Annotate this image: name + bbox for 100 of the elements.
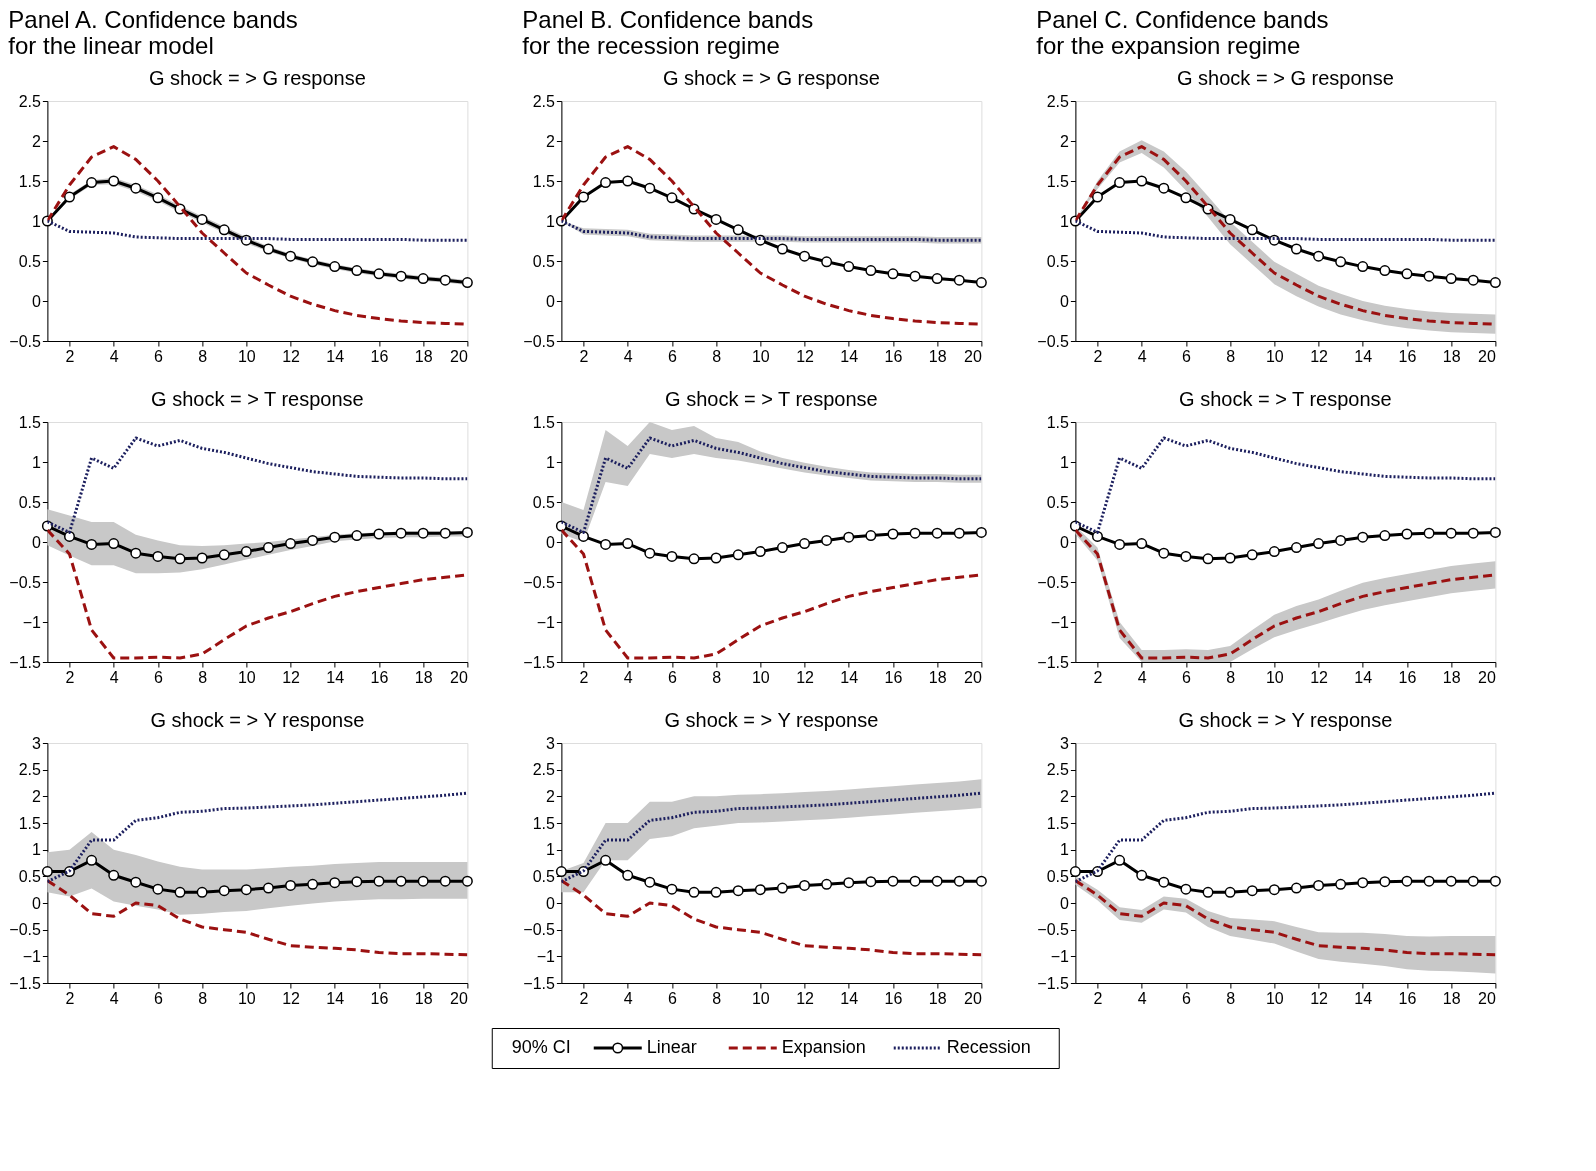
x-tick-label: 4 (1137, 347, 1147, 365)
x-tick-label: 16 (884, 668, 903, 686)
point (174, 553, 186, 565)
point (821, 256, 833, 268)
point (1313, 538, 1325, 550)
point (373, 875, 385, 887)
x-tick-label: 8 (198, 989, 208, 1007)
point (1290, 243, 1302, 255)
y-tick-label: 2.5 (1046, 92, 1069, 110)
point (395, 527, 407, 539)
y-tick-label: 1 (1059, 453, 1069, 471)
y-tick-label: −1 (1050, 947, 1069, 965)
point (909, 527, 921, 539)
x-tick-label: 8 (712, 668, 722, 686)
y-tick-label: −0.5 (1037, 573, 1069, 591)
y-tick-label: 1.5 (532, 172, 555, 190)
chart-subtitle: G shock = > G response (148, 67, 366, 89)
x-tick-label: 10 (1265, 347, 1284, 365)
point (351, 876, 363, 888)
y-tick-label: 1 (545, 841, 555, 859)
x-tick-label: 14 (840, 668, 859, 686)
point (1313, 879, 1325, 891)
point (666, 883, 678, 895)
point (329, 531, 341, 543)
point (1379, 876, 1391, 888)
x-tick-label: 20 (964, 989, 982, 1007)
x-tick-label: 14 (1354, 347, 1373, 365)
y-tick-label: −1 (22, 613, 41, 631)
x-tick-label: 6 (1181, 347, 1191, 365)
point (865, 530, 877, 542)
point (865, 265, 877, 277)
point (666, 192, 678, 204)
point (799, 879, 811, 891)
y-tick-label: 0.5 (532, 252, 555, 270)
y-tick-label: 0 (1059, 292, 1069, 310)
x-tick-label: 2 (579, 668, 589, 686)
x-tick-label: 12 (796, 347, 815, 365)
x-tick-label: 8 (198, 347, 208, 365)
x-tick-label: 14 (1354, 668, 1373, 686)
point (1379, 530, 1391, 542)
y-tick-label: 0 (31, 292, 41, 310)
y-tick-label: 1.5 (532, 413, 555, 431)
line-series (47, 879, 468, 957)
y-tick-label: 0.5 (532, 867, 555, 885)
x-tick-label: 16 (1398, 347, 1417, 365)
y-tick-label: 1.5 (532, 814, 555, 832)
y-tick-label: −0.5 (1037, 921, 1069, 939)
point (1246, 224, 1258, 236)
point (373, 268, 385, 280)
point (152, 550, 164, 562)
y-tick-label: 2 (545, 787, 555, 805)
point (1290, 542, 1302, 554)
point (1114, 177, 1126, 189)
y-tick-label: 0 (545, 894, 555, 912)
x-tick-label: 10 (751, 989, 770, 1007)
point (821, 534, 833, 546)
x-tick-label: 8 (1226, 668, 1236, 686)
x-tick-label: 18 (928, 347, 947, 365)
point (240, 546, 252, 558)
point (887, 875, 899, 887)
point (439, 274, 451, 286)
x-tick-label: 12 (282, 668, 301, 686)
y-tick-label: 1 (1059, 841, 1069, 859)
x-tick-label: 20 (450, 989, 468, 1007)
point (1136, 175, 1148, 187)
point (1335, 534, 1347, 546)
x-tick-label: 2 (579, 347, 589, 365)
y-tick-label: 0 (1059, 533, 1069, 551)
point (754, 546, 766, 558)
line-series (1075, 791, 1496, 884)
point (307, 534, 319, 546)
x-tick-label: 16 (884, 989, 903, 1007)
point (1423, 270, 1435, 282)
x-tick-label: 20 (450, 347, 468, 365)
y-tick-label: 2 (31, 787, 41, 805)
point (1158, 876, 1170, 888)
point (1489, 526, 1501, 538)
y-tick-label: 2.5 (18, 761, 41, 779)
y-tick-label: 1 (545, 212, 555, 230)
x-tick-label: 12 (282, 347, 301, 365)
chart-subtitle: G shock = > G response (662, 67, 880, 89)
point (461, 875, 473, 887)
legend-label: Linear (646, 1037, 697, 1057)
y-tick-label: 2 (1059, 132, 1069, 150)
x-tick-label: 14 (326, 347, 345, 365)
point (732, 885, 744, 897)
point (174, 886, 186, 898)
x-tick-label: 6 (667, 347, 677, 365)
point (108, 175, 120, 187)
x-tick-label: 10 (751, 668, 770, 686)
x-tick-label: 4 (623, 347, 633, 365)
y-tick-label: 1 (1059, 212, 1069, 230)
point (931, 875, 943, 887)
point (1357, 877, 1369, 889)
point (1313, 250, 1325, 262)
point (1401, 528, 1413, 540)
point (417, 875, 429, 887)
point (887, 268, 899, 280)
x-tick-label: 20 (964, 668, 982, 686)
point (1224, 552, 1236, 564)
